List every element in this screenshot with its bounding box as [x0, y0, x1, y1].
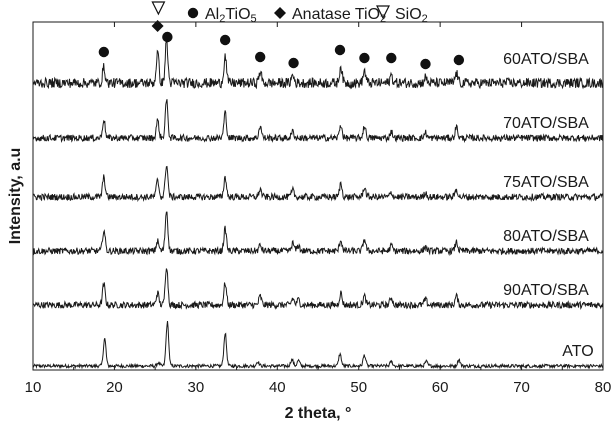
series-labels: ATO 90ATO/SBA 80ATO/SBA 75ATO/SBA 70ATO/SBA 6… — [503, 51, 594, 360]
axes: 10 20 30 40 50 60 70 80 — [25, 21, 612, 396]
circle-marker — [288, 57, 299, 69]
circle-marker — [386, 52, 397, 64]
circle-marker — [98, 46, 110, 58]
nabla-marker — [376, 5, 390, 20]
circle-marker — [219, 34, 231, 46]
series-label: 60ATO/SBA — [503, 51, 589, 68]
x-tick-label: 10 — [25, 379, 42, 396]
series-label: 80ATO/SBA — [503, 228, 589, 245]
diamond-marker — [274, 7, 286, 19]
legend-label: SiO2 — [395, 6, 428, 25]
legend-entry-nabla: SiO2 — [376, 5, 428, 25]
legend: Al2TiO5 Anatase TiO2 SiO2 — [187, 5, 428, 25]
x-axis-title: 2 theta, ° — [285, 405, 352, 422]
series-label: 75ATO/SBA — [503, 174, 589, 191]
x-tick-label: 40 — [269, 379, 286, 396]
series-line-75ato-sba — [32, 165, 604, 203]
series-line-ato — [32, 320, 604, 370]
legend-text-part: TiO — [225, 6, 250, 23]
series-label: 90ATO/SBA — [503, 282, 589, 299]
series-group — [32, 40, 604, 370]
legend-subscript: 2 — [422, 13, 428, 25]
series-line-70ato-sba — [32, 99, 604, 144]
legend-entry-circle: Al2TiO5 — [187, 6, 257, 25]
x-tick-label: 70 — [513, 379, 530, 396]
circle-marker — [187, 7, 199, 19]
series-line-60ato-sba — [32, 40, 604, 90]
circle-marker — [359, 52, 370, 64]
legend-text-part: Al — [205, 6, 219, 23]
legend-label: Al2TiO5 — [205, 6, 257, 25]
circle-marker — [334, 44, 346, 56]
circle-marker — [420, 58, 431, 70]
circle-marker — [453, 54, 465, 66]
peak-markers — [98, 1, 465, 70]
series-line-80ato-sba — [32, 211, 604, 257]
x-tick-label: 20 — [106, 379, 123, 396]
circle-marker — [254, 51, 266, 63]
x-tick-label: 30 — [188, 379, 205, 396]
legend-subscript: 2 — [219, 13, 225, 25]
x-tick-label: 60 — [432, 379, 449, 396]
series-label: ATO — [562, 343, 593, 360]
y-axis-title: Intensity, a.u — [7, 148, 24, 245]
legend-text-part: SiO — [395, 6, 422, 23]
series-label: 70ATO/SBA — [503, 115, 589, 132]
nabla-marker — [151, 1, 166, 16]
legend-subscript: 5 — [251, 13, 257, 25]
x-tick-label: 80 — [595, 379, 612, 396]
diamond-marker — [151, 20, 164, 32]
circle-marker — [162, 31, 173, 43]
x-tick-label: 50 — [350, 379, 367, 396]
series-line-90ato-sba — [32, 268, 604, 310]
legend-text-part: Anatase TiO — [292, 6, 380, 23]
